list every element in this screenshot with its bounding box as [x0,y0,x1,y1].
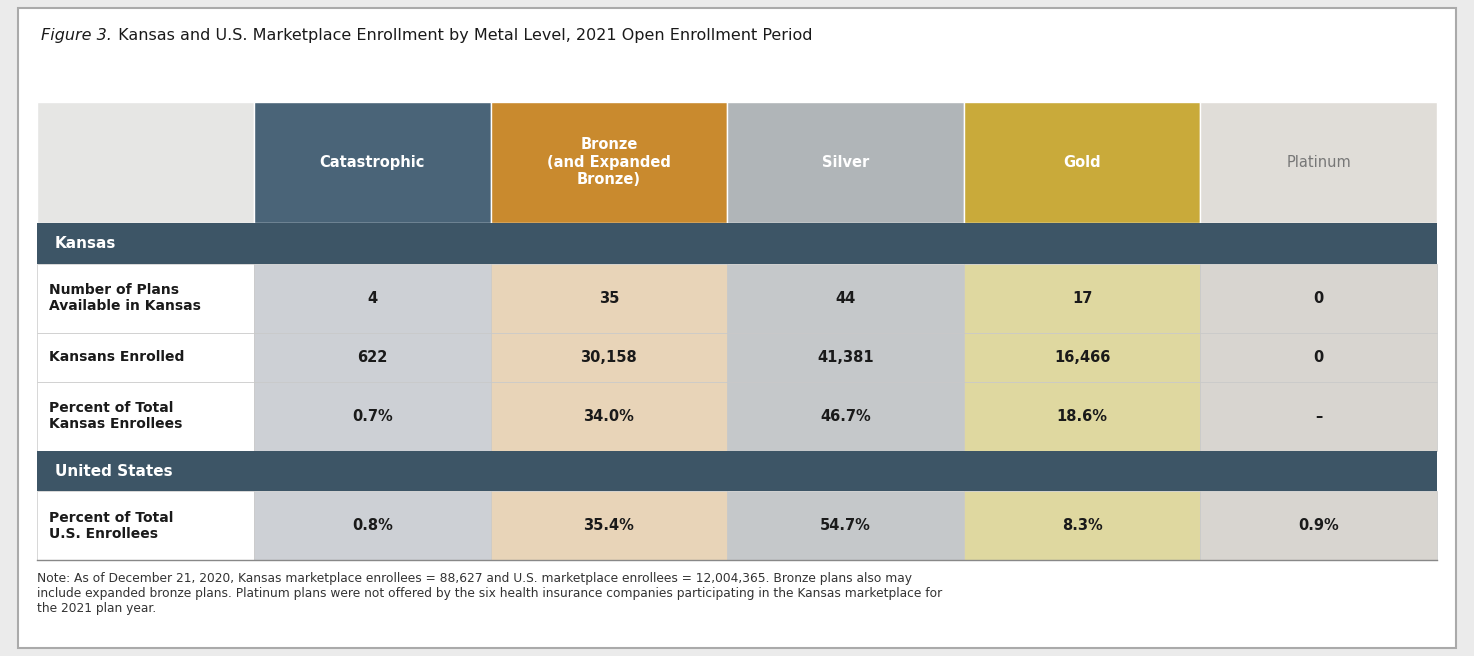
Bar [727,491,964,560]
Text: 4: 4 [367,291,377,306]
Text: Kansans Enrolled: Kansans Enrolled [49,350,184,364]
Bar [491,491,727,560]
Bar [37,102,254,223]
Text: 35: 35 [598,291,619,306]
Text: 17: 17 [1072,291,1092,306]
Bar [1200,333,1437,382]
Bar [37,451,1437,491]
Bar [1200,264,1437,333]
Text: Kansas: Kansas [55,236,116,251]
Text: Catastrophic: Catastrophic [320,155,425,170]
Text: Note: As of December 21, 2020, Kansas marketplace enrollees = 88,627 and U.S. ma: Note: As of December 21, 2020, Kansas ma… [37,572,942,615]
Bar [491,264,727,333]
Text: Silver: Silver [822,155,870,170]
Bar [727,264,964,333]
Bar [254,382,491,451]
Bar [491,333,727,382]
Bar [964,491,1200,560]
Text: Figure 3.: Figure 3. [41,28,112,43]
Text: 16,466: 16,466 [1054,350,1110,365]
Text: 0.7%: 0.7% [352,409,392,424]
Text: Percent of Total
Kansas Enrollees: Percent of Total Kansas Enrollees [49,401,181,432]
Bar [964,102,1200,223]
Text: 0.8%: 0.8% [352,518,392,533]
Bar [964,333,1200,382]
Bar [254,102,491,223]
Bar [254,491,491,560]
Bar [727,102,964,223]
Bar [1200,382,1437,451]
Bar [37,382,254,451]
Text: Percent of Total
U.S. Enrollees: Percent of Total U.S. Enrollees [49,510,172,541]
Text: Bronze
(and Expanded
Bronze): Bronze (and Expanded Bronze) [547,138,671,187]
Bar [964,382,1200,451]
Bar [491,382,727,451]
FancyBboxPatch shape [18,8,1456,648]
Text: 18.6%: 18.6% [1057,409,1107,424]
Bar [1200,491,1437,560]
Bar [254,264,491,333]
Text: 35.4%: 35.4% [584,518,634,533]
Bar [491,102,727,223]
Bar [37,491,254,560]
Text: 44: 44 [836,291,855,306]
Text: 0: 0 [1313,291,1324,306]
Text: 34.0%: 34.0% [584,409,634,424]
Text: United States: United States [55,464,172,478]
Bar [254,333,491,382]
Bar [964,264,1200,333]
Bar [37,264,254,333]
Text: Number of Plans
Available in Kansas: Number of Plans Available in Kansas [49,283,200,314]
Text: 8.3%: 8.3% [1061,518,1103,533]
Text: 0: 0 [1313,350,1324,365]
Text: –: – [1315,409,1322,424]
Text: 622: 622 [357,350,388,365]
Bar [727,333,964,382]
Text: 54.7%: 54.7% [820,518,871,533]
Text: Platinum: Platinum [1287,155,1352,170]
Bar [1200,102,1437,223]
Text: 30,158: 30,158 [581,350,637,365]
Bar [727,382,964,451]
Bar [37,333,254,382]
Text: 41,381: 41,381 [817,350,874,365]
Text: 46.7%: 46.7% [820,409,871,424]
Text: Gold: Gold [1063,155,1101,170]
Text: 0.9%: 0.9% [1299,518,1340,533]
Bar [37,223,1437,264]
Text: Kansas and U.S. Marketplace Enrollment by Metal Level, 2021 Open Enrollment Peri: Kansas and U.S. Marketplace Enrollment b… [113,28,814,43]
